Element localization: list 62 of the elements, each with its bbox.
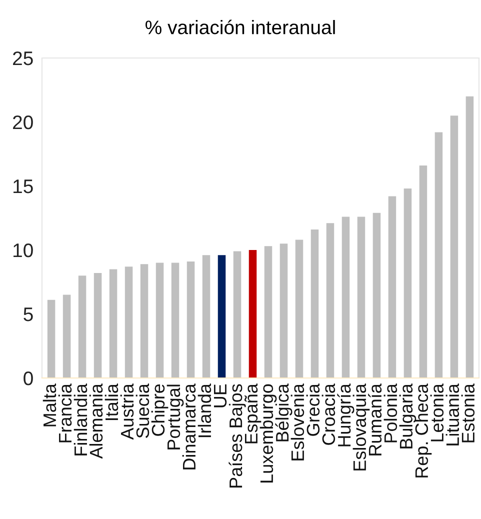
x-tick-label: UE — [214, 384, 227, 408]
bar — [357, 216, 366, 378]
x-tick-label: Austria — [120, 384, 134, 440]
x-tick-label: Letonia — [430, 384, 444, 442]
x-tick-label: Bulgaria — [399, 384, 416, 448]
bar — [233, 251, 242, 378]
x-tick-label: Lituania — [446, 384, 460, 446]
bar — [218, 255, 226, 378]
x-tick-label: Estonia — [461, 384, 475, 442]
bar — [310, 230, 319, 378]
bar — [295, 240, 304, 378]
y-tick-label: 5 — [24, 308, 33, 322]
bar — [326, 223, 334, 378]
y-tick-label: 0 — [24, 371, 33, 386]
bar — [156, 262, 164, 378]
x-tick-label: Rumanía — [368, 384, 382, 456]
y-tick-label: 20 — [13, 115, 33, 130]
bar — [62, 294, 71, 378]
x-tick-label: Bélgica — [275, 384, 292, 442]
x-tick-label: Alemania — [89, 384, 103, 459]
x-tick-label: Francia — [58, 384, 72, 442]
y-tick-label: 15 — [14, 180, 33, 194]
x-tick-label: Malta — [42, 384, 56, 426]
x-tick-label: Grecia — [306, 384, 320, 436]
x-tick-label: Dinamarca — [182, 384, 196, 470]
x-tick-label: Irlanda — [198, 384, 212, 438]
bar — [450, 116, 458, 378]
bar — [342, 216, 350, 378]
x-tick-label: España — [244, 384, 262, 444]
bar — [280, 244, 288, 378]
y-tick-label: 25 — [13, 51, 33, 66]
x-tick-label: Eslovaquia — [352, 384, 370, 470]
bar — [186, 262, 195, 378]
bar — [404, 188, 412, 378]
x-tick-label: Eslovenia — [290, 384, 304, 460]
x-tick-label: Hungría — [337, 384, 354, 446]
bar — [94, 273, 102, 378]
bar — [372, 212, 381, 378]
bar — [202, 255, 210, 378]
y-tick-label: 10 — [14, 243, 33, 258]
x-tick-label: Luxemburgo — [260, 384, 277, 482]
x-tick-label: Polonia — [384, 384, 398, 442]
bar — [264, 246, 272, 378]
bar — [419, 166, 428, 378]
x-tick-label: Finlandia — [74, 384, 88, 456]
bar — [78, 276, 86, 378]
bar — [124, 266, 133, 378]
x-tick-label: Portugal — [166, 384, 184, 450]
x-tick-label: Croacia — [322, 384, 336, 445]
bar — [466, 96, 474, 378]
x-tick-label: Chipre — [151, 384, 168, 436]
x-tick-label: Países Bajos — [228, 384, 246, 488]
bar — [434, 132, 443, 378]
chart-title: % variación interanual — [146, 20, 335, 34]
bar — [109, 269, 118, 378]
bar — [388, 196, 396, 378]
bar — [171, 262, 180, 378]
x-tick-label: Italia — [104, 384, 118, 420]
bar — [248, 250, 257, 378]
x-tick-label: Suecia — [136, 384, 150, 438]
bar — [47, 300, 56, 378]
bar — [140, 264, 148, 378]
